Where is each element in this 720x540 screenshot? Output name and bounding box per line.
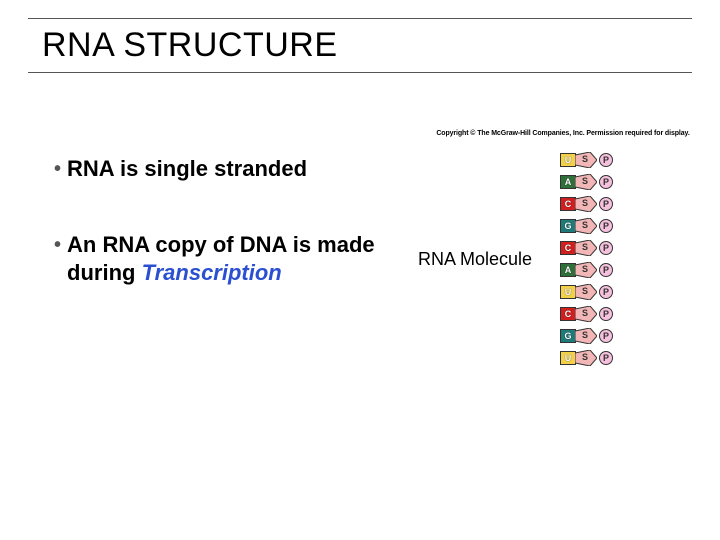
base-U: U bbox=[560, 285, 576, 299]
phosphate-icon: P bbox=[599, 329, 613, 343]
sugar-icon: S bbox=[575, 284, 597, 300]
bullet-dot-icon: • bbox=[54, 155, 61, 183]
bullet-dot-icon: • bbox=[54, 231, 61, 259]
nucleotide: CSP bbox=[560, 303, 613, 325]
base-C: C bbox=[560, 241, 576, 255]
nucleotide: USP bbox=[560, 281, 613, 303]
molecule-label: RNA Molecule bbox=[418, 249, 532, 270]
base-C: C bbox=[560, 307, 576, 321]
bullet-text: An RNA copy of DNA is made during Transc… bbox=[67, 231, 394, 287]
rna-diagram: Copyright © The McGraw-Hill Companies, I… bbox=[418, 130, 708, 369]
title-top-rule bbox=[28, 18, 692, 19]
sugar-icon: S bbox=[575, 350, 597, 366]
base-A: A bbox=[560, 175, 576, 189]
copyright-text: Copyright © The McGraw-Hill Companies, I… bbox=[418, 130, 708, 137]
sugar-icon: S bbox=[575, 328, 597, 344]
title-bottom-rule bbox=[28, 72, 692, 73]
sugar-icon: S bbox=[575, 174, 597, 190]
phosphate-icon: P bbox=[599, 263, 613, 277]
sugar-icon: S bbox=[575, 306, 597, 322]
sugar-icon: S bbox=[575, 196, 597, 212]
nucleotide: ASP bbox=[560, 171, 613, 193]
nucleotide: CSP bbox=[560, 237, 613, 259]
bullet-text: RNA is single stranded bbox=[67, 155, 307, 183]
bullet-item: •RNA is single stranded bbox=[54, 155, 394, 183]
bullet-list: •RNA is single stranded•An RNA copy of D… bbox=[54, 155, 394, 335]
nucleotide: CSP bbox=[560, 193, 613, 215]
base-U: U bbox=[560, 351, 576, 365]
bullet-item: •An RNA copy of DNA is made during Trans… bbox=[54, 231, 394, 287]
base-A: A bbox=[560, 263, 576, 277]
nucleotide: USP bbox=[560, 149, 613, 171]
phosphate-icon: P bbox=[599, 219, 613, 233]
molecule-row: RNA Molecule USPASPCSPGSPCSPASPUSPCSPGSP… bbox=[418, 149, 708, 369]
phosphate-icon: P bbox=[599, 175, 613, 189]
phosphate-icon: P bbox=[599, 307, 613, 321]
phosphate-icon: P bbox=[599, 197, 613, 211]
sugar-icon: S bbox=[575, 262, 597, 278]
rna-strand: USPASPCSPGSPCSPASPUSPCSPGSPUSP bbox=[560, 149, 613, 369]
nucleotide: USP bbox=[560, 347, 613, 369]
nucleotide: GSP bbox=[560, 325, 613, 347]
phosphate-icon: P bbox=[599, 241, 613, 255]
base-G: G bbox=[560, 219, 576, 233]
page-title: RNA STRUCTURE bbox=[42, 26, 338, 65]
sugar-icon: S bbox=[575, 218, 597, 234]
sugar-icon: S bbox=[575, 152, 597, 168]
base-C: C bbox=[560, 197, 576, 211]
nucleotide: GSP bbox=[560, 215, 613, 237]
base-U: U bbox=[560, 153, 576, 167]
nucleotide: ASP bbox=[560, 259, 613, 281]
phosphate-icon: P bbox=[599, 153, 613, 167]
phosphate-icon: P bbox=[599, 351, 613, 365]
base-G: G bbox=[560, 329, 576, 343]
phosphate-icon: P bbox=[599, 285, 613, 299]
sugar-icon: S bbox=[575, 240, 597, 256]
